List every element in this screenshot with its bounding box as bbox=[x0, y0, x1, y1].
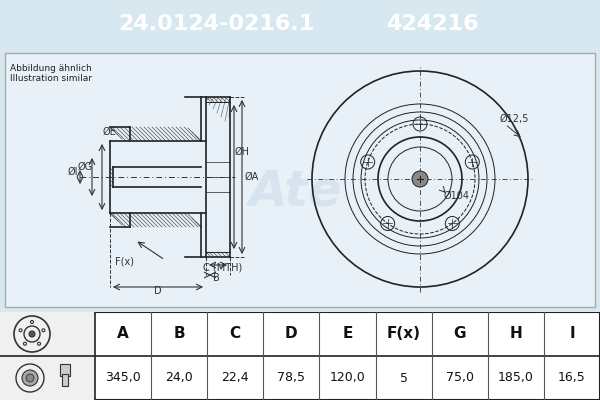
Text: 120,0: 120,0 bbox=[329, 372, 365, 384]
Text: B: B bbox=[173, 326, 185, 342]
Text: 16,5: 16,5 bbox=[558, 372, 586, 384]
Text: Abbildung ähnlich: Abbildung ähnlich bbox=[10, 64, 92, 73]
Text: Ø12,5: Ø12,5 bbox=[500, 114, 529, 124]
Text: 185,0: 185,0 bbox=[498, 372, 534, 384]
Text: 75,0: 75,0 bbox=[446, 372, 474, 384]
Text: E: E bbox=[343, 326, 353, 342]
Text: G: G bbox=[454, 326, 466, 342]
Circle shape bbox=[26, 374, 34, 382]
Text: D: D bbox=[285, 326, 298, 342]
Text: ØG: ØG bbox=[78, 162, 93, 172]
Text: ØA: ØA bbox=[245, 172, 259, 182]
Text: A: A bbox=[117, 326, 129, 342]
Text: F(x): F(x) bbox=[386, 326, 421, 342]
Text: ØE: ØE bbox=[103, 127, 117, 137]
Text: C (MTH): C (MTH) bbox=[203, 263, 242, 273]
Circle shape bbox=[412, 171, 428, 187]
Text: 78,5: 78,5 bbox=[277, 372, 305, 384]
Text: Illustration similar: Illustration similar bbox=[10, 74, 92, 83]
Text: ØH: ØH bbox=[235, 147, 250, 157]
Circle shape bbox=[22, 370, 38, 386]
Bar bbox=[0, 312, 95, 400]
Text: 24.0124-0216.1: 24.0124-0216.1 bbox=[118, 14, 314, 34]
Bar bbox=[62, 374, 68, 386]
Text: 345,0: 345,0 bbox=[105, 372, 141, 384]
Text: Ø104: Ø104 bbox=[444, 191, 470, 201]
Circle shape bbox=[29, 331, 35, 337]
Text: 5: 5 bbox=[400, 372, 407, 384]
Text: H: H bbox=[509, 326, 522, 342]
Text: 22,4: 22,4 bbox=[221, 372, 249, 384]
Text: Ate: Ate bbox=[248, 168, 342, 216]
Text: F(x): F(x) bbox=[115, 257, 134, 267]
Text: I: I bbox=[569, 326, 575, 342]
Text: 24,0: 24,0 bbox=[165, 372, 193, 384]
Text: B: B bbox=[212, 273, 220, 283]
Text: ØI: ØI bbox=[68, 167, 79, 177]
Text: C: C bbox=[230, 326, 241, 342]
Text: 424216: 424216 bbox=[386, 14, 478, 34]
Text: D: D bbox=[154, 286, 162, 296]
Bar bbox=[60, 364, 70, 376]
